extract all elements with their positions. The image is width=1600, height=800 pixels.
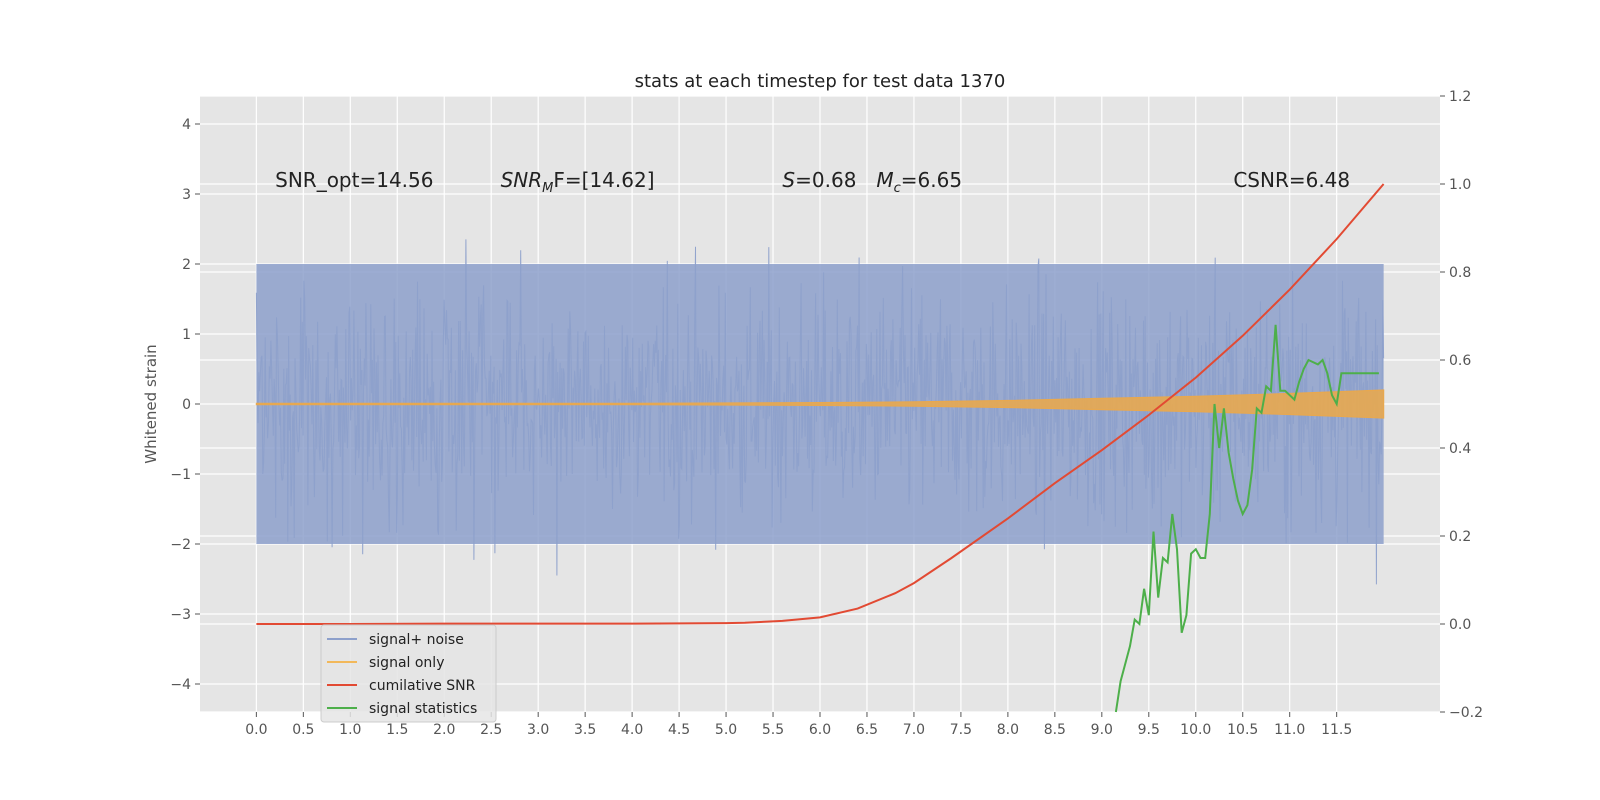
signal-only-envelope [255, 389, 1385, 419]
y-tick-label-0: −4 [170, 677, 191, 693]
x-axis-ticks: 0.0 0.5 1.0 1.5 2.0 2.5 3.0 3.5 4.0 4.5 5.0 5.5 6.0 6… [245, 712, 1352, 738]
legend-box [320, 624, 497, 723]
y-tick-label-3: −1 [170, 467, 191, 483]
y2-tick-label-0: −0.2 [1449, 705, 1483, 721]
y2-tick-label-6: 1.0 [1449, 177, 1471, 193]
y-tick-label-5: 1 [182, 327, 191, 343]
y2-tick-label-3: 0.4 [1449, 441, 1471, 457]
y-axis-ticks: −4 −3 −2 −1 0 1 2 3 4 [170, 117, 200, 693]
signal-statistics-trace [1114, 324, 1379, 713]
y2-tick-label-1: 0.0 [1449, 617, 1471, 633]
x-tick-label-21: 10.5 [1227, 722, 1258, 738]
chart-title: stats at each timestep for test data 137… [635, 71, 1006, 92]
x-tick-label-7: 3.5 [574, 722, 596, 738]
annotation-csnr: CSNR=6.48 [1233, 168, 1350, 192]
x-tick-label-8: 4.0 [621, 722, 643, 738]
y-tick-label-1: −3 [170, 607, 191, 623]
cumulative-snr-line [256, 183, 1385, 625]
x-tick-label-0: 0.0 [245, 722, 267, 738]
x-tick-label-12: 6.0 [809, 722, 831, 738]
legend-label-signal-statistics: signal statistics [369, 701, 477, 717]
x-tick-label-5: 2.5 [480, 722, 502, 738]
legend: signal+ noise signal only cumilative SNR… [320, 624, 497, 723]
y-axis-label: Whitened strain [142, 344, 160, 463]
x-tick-label-9: 4.5 [668, 722, 690, 738]
x-tick-label-23: 11.5 [1321, 722, 1352, 738]
x-tick-label-11: 5.5 [762, 722, 784, 738]
x-tick-label-13: 6.5 [856, 722, 878, 738]
x-tick-label-20: 10.0 [1180, 722, 1211, 738]
legend-label-signal-only: signal only [369, 655, 444, 671]
x-tick-label-18: 9.0 [1091, 722, 1113, 738]
x-tick-label-16: 8.0 [997, 722, 1019, 738]
y-tick-label-7: 3 [182, 187, 191, 203]
legend-label-cumulative-snr: cumilative SNR [369, 678, 476, 694]
signal-statistics-line [1114, 324, 1379, 713]
y2-tick-label-4: 0.6 [1449, 353, 1471, 369]
x-tick-label-3: 1.5 [386, 722, 408, 738]
y-tick-label-2: −2 [170, 537, 191, 553]
x-tick-label-14: 7.0 [903, 722, 925, 738]
y-tick-label-6: 2 [182, 257, 191, 273]
signal-noise-trace [255, 239, 1385, 585]
x-tick-label-4: 2.0 [433, 722, 455, 738]
x-tick-label-19: 9.5 [1138, 722, 1160, 738]
x-tick-label-1: 0.5 [292, 722, 314, 738]
x-tick-label-2: 1.0 [339, 722, 361, 738]
signal-only-trace [255, 389, 1385, 419]
x-tick-label-10: 5.0 [715, 722, 737, 738]
x-tick-label-17: 8.5 [1044, 722, 1066, 738]
x-tick-label-22: 11.0 [1274, 722, 1305, 738]
annotation-snr-opt: SNR_opt=14.56 [275, 168, 433, 192]
y-tick-label-8: 4 [182, 117, 191, 133]
legend-label-signal-noise: signal+ noise [369, 632, 464, 648]
y2-tick-label-5: 0.8 [1449, 265, 1471, 281]
y2-tick-label-7: 1.2 [1449, 89, 1471, 105]
cumulative-snr-trace [256, 183, 1385, 625]
x-tick-label-15: 7.5 [950, 722, 972, 738]
annotations: SNR_opt=14.56 SNRMF=[14.62] S=0.68 Mc=6.65 C… [275, 168, 1350, 196]
y2-tick-label-2: 0.2 [1449, 529, 1471, 545]
y-tick-label-4: 0 [182, 397, 191, 413]
annotation-s-val: S=0.68 [782, 168, 856, 192]
y2-axis-ticks: −0.2 0.0 0.2 0.4 0.6 0.8 1.0 1.2 [1440, 89, 1483, 721]
annotation-mc-val: Mc=6.65 [876, 168, 962, 196]
x-tick-label-6: 3.0 [527, 722, 549, 738]
annotation-snr-mf: SNRMF=[14.62] [501, 168, 655, 196]
signal-noise-line [255, 239, 1385, 585]
